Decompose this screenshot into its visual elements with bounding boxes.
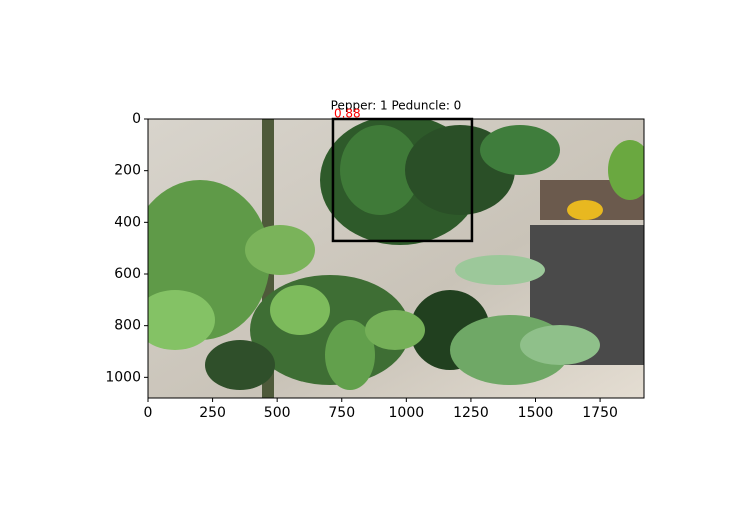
chart-title: Pepper: 1 Peduncle: 0 (331, 99, 462, 113)
y-tick-label: 600 (114, 266, 141, 282)
x-tick-label: 250 (199, 405, 226, 421)
x-tick-label: 0 (144, 405, 153, 421)
y-tick-label: 1000 (105, 369, 141, 385)
x-tick-label: 1250 (453, 405, 489, 421)
box-score: 0.88 (334, 107, 361, 121)
x-tick-label: 1750 (582, 405, 618, 421)
y-tick-label: 400 (114, 214, 141, 230)
y-tick-label: 0 (132, 111, 141, 127)
x-tick-label: 1500 (518, 405, 554, 421)
bounding-box (331, 117, 474, 243)
x-tick-label: 500 (264, 405, 291, 421)
y-tick-label: 800 (114, 318, 141, 334)
photo (148, 119, 644, 398)
x-tick-label: 750 (328, 405, 355, 421)
y-tick-label: 200 (114, 163, 141, 179)
x-tick-label: 1000 (389, 405, 425, 421)
